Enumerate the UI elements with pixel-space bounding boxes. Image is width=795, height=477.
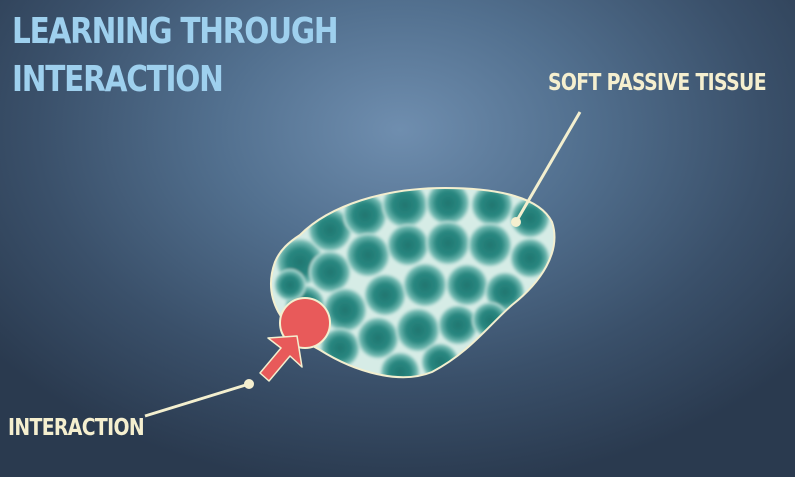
title-line-1: LEARNING THROUGH bbox=[12, 11, 339, 52]
interaction-label: INTERACTION bbox=[8, 415, 145, 441]
tissue-outline bbox=[270, 186, 556, 379]
tissue-leader-dot bbox=[511, 217, 521, 227]
interaction-probe bbox=[279, 297, 331, 349]
interaction-arrow bbox=[259, 335, 303, 382]
tissue-leader-line bbox=[514, 111, 582, 223]
tissue-cells bbox=[274, 188, 550, 378]
interaction-leader-dot bbox=[244, 379, 254, 389]
soft-tissue bbox=[270, 186, 556, 379]
title-line-2: INTERACTION bbox=[12, 59, 224, 100]
interaction-leader-line bbox=[144, 382, 250, 418]
tissue-label: SOFT PASSIVE TISSUE bbox=[548, 70, 767, 96]
tissue-callout bbox=[511, 111, 582, 227]
slide-title: LEARNING THROUGH INTERACTION bbox=[12, 8, 339, 104]
interaction-callout bbox=[144, 379, 254, 418]
